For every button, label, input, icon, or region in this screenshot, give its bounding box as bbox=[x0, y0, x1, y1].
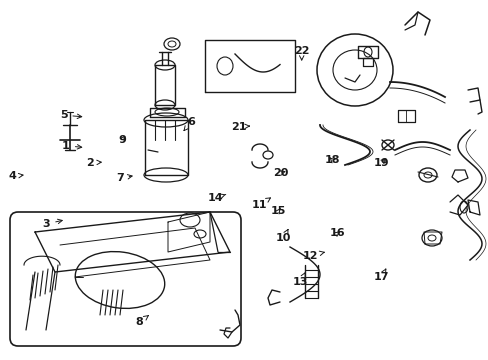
Text: 22: 22 bbox=[293, 46, 309, 60]
Text: 12: 12 bbox=[302, 251, 324, 261]
Text: 13: 13 bbox=[292, 273, 308, 287]
Text: 7: 7 bbox=[116, 173, 132, 183]
Text: 17: 17 bbox=[373, 269, 388, 282]
Text: 6: 6 bbox=[183, 117, 194, 131]
Text: 11: 11 bbox=[251, 198, 270, 210]
Text: 15: 15 bbox=[270, 206, 286, 216]
Text: 1: 1 bbox=[62, 141, 81, 151]
Text: 3: 3 bbox=[42, 219, 62, 229]
Text: 21: 21 bbox=[230, 122, 249, 132]
Text: 16: 16 bbox=[329, 228, 345, 238]
Text: 18: 18 bbox=[324, 155, 340, 165]
Text: 20: 20 bbox=[273, 168, 288, 178]
Text: 14: 14 bbox=[207, 193, 225, 203]
Text: 10: 10 bbox=[275, 229, 291, 243]
Text: 8: 8 bbox=[135, 315, 148, 327]
Text: 5: 5 bbox=[60, 110, 81, 120]
Text: 19: 19 bbox=[373, 158, 388, 168]
Text: 4: 4 bbox=[8, 171, 23, 181]
Text: 2: 2 bbox=[86, 158, 101, 168]
Text: 9: 9 bbox=[118, 135, 126, 145]
